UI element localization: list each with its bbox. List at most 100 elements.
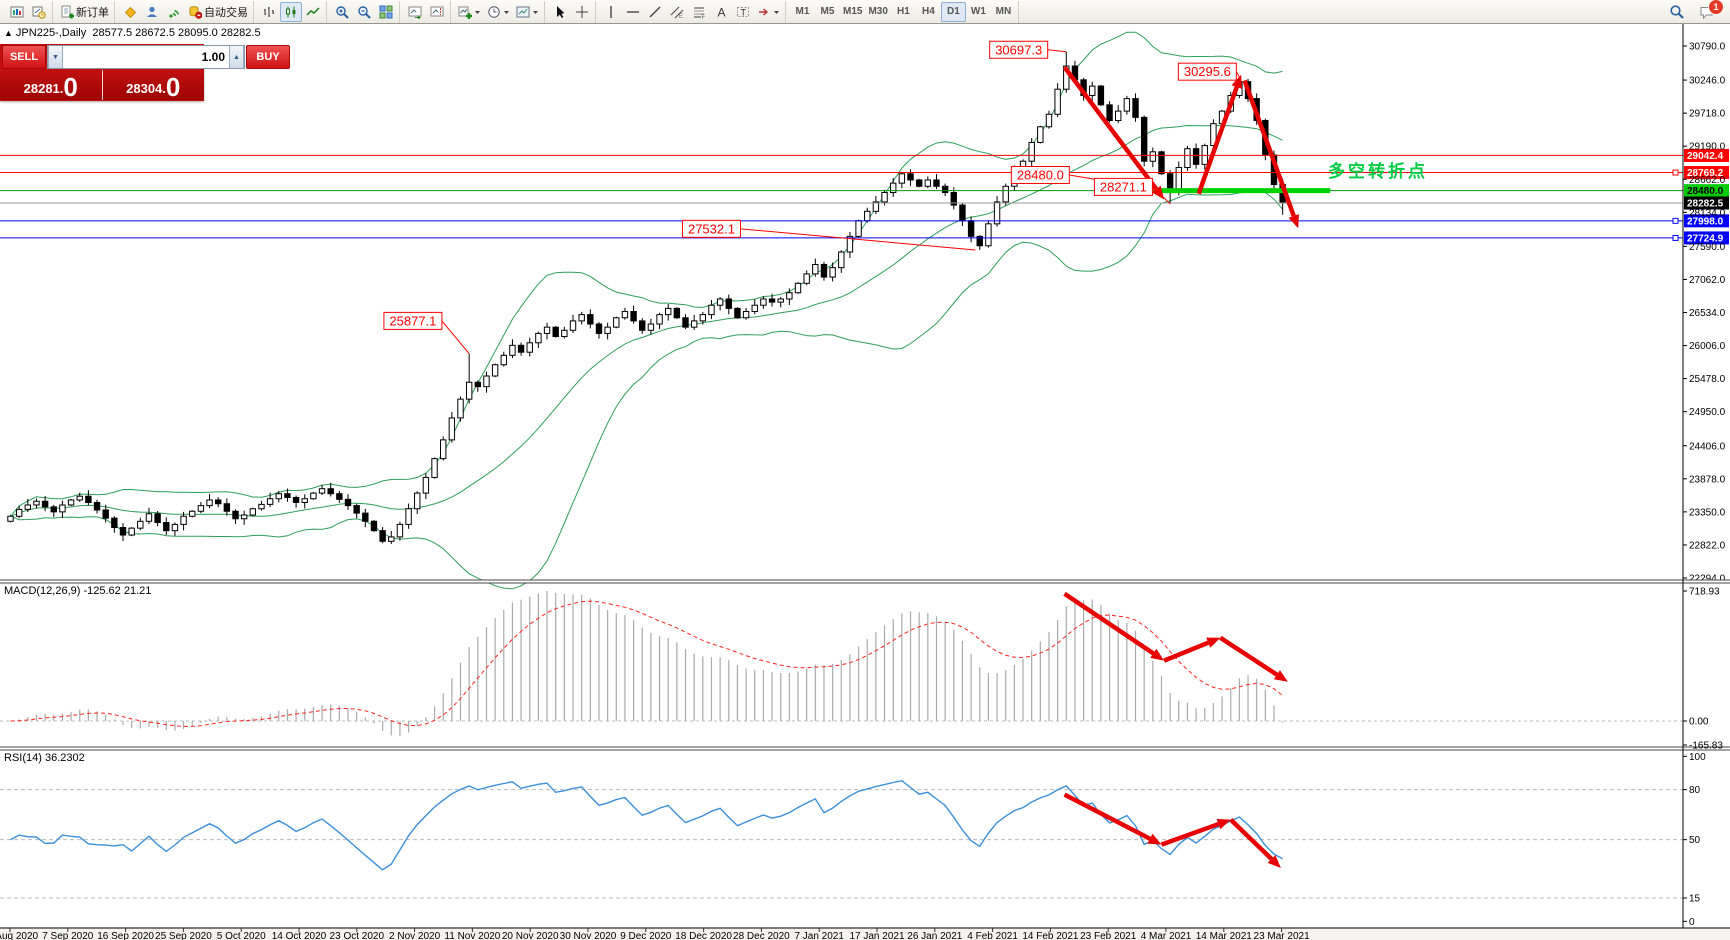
candle-down [1097, 85, 1105, 106]
hline-handle[interactable] [1672, 169, 1679, 176]
trend-arrow-macd-3[interactable] [1219, 635, 1279, 677]
line-chart-button[interactable] [302, 2, 324, 22]
price-tag [1684, 166, 1729, 180]
macd-axis-label: 0.00 [1689, 717, 1709, 728]
candle-down [673, 307, 681, 319]
toolbar-group [4, 0, 53, 23]
search-button[interactable] [1666, 2, 1688, 22]
pane-divider-1[interactable] [0, 580, 1730, 583]
candle-down [327, 488, 334, 495]
text-button[interactable]: A [710, 2, 732, 22]
timeframe-m15-button[interactable]: M15 [840, 2, 865, 22]
candle-up [656, 314, 663, 325]
crosshair-icon [575, 5, 589, 19]
chat-button[interactable]: 1 [1696, 0, 1724, 22]
channel-button[interactable]: E [666, 2, 688, 22]
volume-decrease-button[interactable]: ▼ [48, 46, 63, 68]
crosshair-button[interactable] [571, 2, 593, 22]
time-axis-label: 20 Nov 2020 [502, 931, 559, 940]
candle-up [145, 513, 153, 522]
time-axis-label: 23 Oct 2020 [330, 931, 385, 940]
new-chart-button[interactable] [6, 2, 28, 22]
trend-arrow-main-2[interactable] [1196, 86, 1239, 195]
zoom-in-button[interactable] [331, 2, 353, 22]
templates-button[interactable] [513, 2, 542, 22]
trendline-button[interactable] [644, 2, 666, 22]
trend-arrow-macd-2[interactable] [1163, 640, 1210, 663]
candle-down [639, 320, 646, 331]
hline-handle[interactable] [1672, 217, 1679, 224]
profiles-button[interactable] [28, 2, 50, 22]
buy-button[interactable]: BUY [246, 45, 290, 69]
sell-price-display[interactable]: 28281. 0 [0, 70, 102, 100]
volume-input[interactable] [63, 46, 229, 68]
label-button[interactable]: T [732, 2, 754, 22]
price-tick-label: 28662.0 [1689, 175, 1726, 186]
fibo-button[interactable]: F [688, 2, 710, 22]
candle-up [249, 508, 257, 516]
metaeditor-button[interactable] [119, 2, 141, 22]
time-axis-label: 28 Aug 2020 [0, 931, 39, 940]
shapes-button[interactable] [754, 2, 783, 22]
trend-arrow-rsi-2[interactable] [1160, 821, 1220, 847]
price-tick-label: 30246.0 [1689, 76, 1726, 87]
toolbar-group [402, 0, 451, 23]
toolbar-group [256, 0, 327, 23]
community-button[interactable] [141, 2, 163, 22]
candle-up [803, 273, 810, 284]
price-callout-box[interactable] [989, 40, 1049, 59]
price-callout-box[interactable] [1177, 62, 1237, 81]
timeframe-w1-button[interactable]: W1 [966, 2, 991, 22]
bar-chart-button[interactable] [258, 2, 280, 22]
price-callout-box[interactable] [1010, 165, 1070, 184]
candle-down [587, 314, 594, 325]
autotrade-button-label: 自动交易 [204, 6, 248, 19]
new-order-button[interactable]: 新订单 [57, 2, 112, 22]
price-callout-box[interactable] [383, 311, 443, 330]
svg-text:E: E [679, 14, 683, 19]
candle-up [812, 264, 819, 275]
buy-price-display[interactable]: 28304. 0 [101, 70, 205, 100]
sell-price-big-digit: 0 [63, 71, 78, 102]
price-callout-text: 28480.0 [1017, 167, 1064, 182]
annotation-note[interactable]: 多空转折点 [1328, 162, 1428, 181]
candle-chart-button[interactable] [280, 1, 302, 22]
pane-divider-2[interactable] [0, 747, 1730, 750]
volume-increase-button[interactable]: ▲ [229, 46, 244, 68]
periods-button[interactable] [484, 2, 513, 22]
auto-scroll-button[interactable] [404, 2, 426, 22]
timeframe-h4-button[interactable]: H4 [916, 2, 941, 22]
hline-handle[interactable] [1672, 234, 1679, 241]
tile-windows-button[interactable] [375, 2, 397, 22]
indicators-button[interactable] [455, 2, 484, 22]
candle-up [898, 173, 906, 184]
line-icon [306, 5, 320, 19]
sell-button[interactable]: SELL [2, 45, 46, 69]
price-callout-box[interactable] [1093, 177, 1153, 196]
trend-arrow-rsi-1[interactable] [1063, 792, 1151, 841]
hline-button[interactable] [622, 2, 644, 22]
candle-up [171, 523, 179, 532]
trend-arrow-rsi-3[interactable] [1229, 818, 1274, 861]
cursor-button[interactable] [549, 2, 571, 22]
vline-button[interactable] [600, 2, 622, 22]
autotrade-button[interactable]: 自动交易 [185, 2, 251, 22]
trend-arrow-main-3[interactable] [1242, 79, 1296, 217]
timeframe-mn-button[interactable]: MN [991, 2, 1016, 22]
timeframe-m1-button[interactable]: M1 [790, 2, 815, 22]
timeframe-h1-button[interactable]: H1 [891, 2, 916, 22]
trend-arrow-main-1[interactable] [1062, 65, 1159, 191]
time-axis-label: 11 Nov 2020 [444, 931, 500, 940]
timeframe-d1-button[interactable]: D1 [940, 1, 966, 22]
signals-button[interactable] [163, 2, 185, 22]
zoom-out-button[interactable] [353, 2, 375, 22]
chart-shift-button[interactable] [426, 2, 448, 22]
candle-up [924, 179, 932, 187]
candle-up [33, 500, 40, 506]
price-callout-box[interactable] [681, 219, 741, 238]
candle-down [1106, 104, 1113, 122]
timeframe-m5-button[interactable]: M5 [815, 2, 840, 22]
trend-arrow-macd-1[interactable] [1063, 591, 1155, 656]
timeframe-m30-button[interactable]: M30 [865, 2, 890, 22]
